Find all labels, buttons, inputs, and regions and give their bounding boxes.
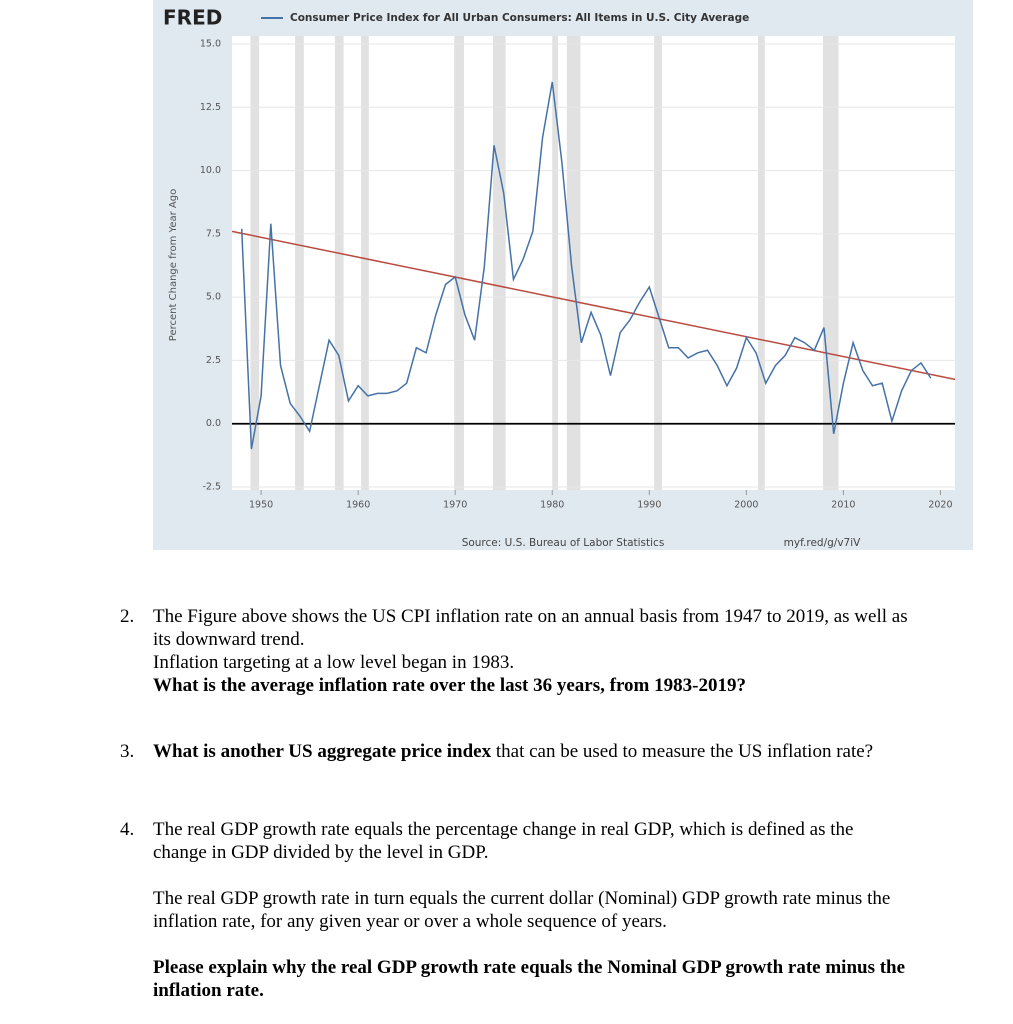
- y-tick-label: 7.5: [206, 228, 221, 239]
- legend-label: Consumer Price Index for All Urban Consu…: [290, 12, 749, 24]
- x-tick-label: 1990: [637, 500, 661, 511]
- text-run: What is another US aggregate price index: [153, 741, 492, 762]
- text-run: that can be used to measure the US infla…: [491, 741, 874, 762]
- recession-band: [757, 36, 765, 490]
- x-tick-label: 1970: [443, 500, 467, 511]
- recession-band: [295, 36, 304, 490]
- recession-band: [361, 36, 369, 490]
- item-number: 4.: [120, 819, 135, 840]
- text-run: Please explain why the real GDP growth r…: [153, 957, 906, 1001]
- paragraph: What is another US aggregate price index…: [153, 740, 910, 763]
- recession-band: [454, 36, 464, 490]
- y-tick-label: 5.0: [206, 292, 221, 303]
- trend-line: [231, 230, 956, 381]
- question-item: 2. The Figure above shows the US CPI infl…: [120, 605, 910, 697]
- chart: FRED Consumer Price Index for All Urban …: [153, 0, 973, 550]
- x-tick-label: 1980: [540, 500, 564, 511]
- text-run: Inflation targeting at a low level began…: [153, 652, 515, 673]
- x-tick-label: 1960: [346, 500, 370, 511]
- recession-band: [334, 36, 344, 490]
- question-item: 4. The real GDP growth rate equals the pe…: [120, 818, 910, 1002]
- text-run: The real GDP growth rate equals the perc…: [153, 819, 854, 863]
- x-tick-label: 1950: [249, 500, 273, 511]
- question-item: 3. What is another US aggregate price ind…: [120, 740, 910, 763]
- x-tick-label: 2000: [734, 500, 758, 511]
- recession-band: [493, 36, 506, 490]
- y-tick-label: 10.0: [200, 165, 221, 176]
- logo: FRED: [163, 6, 222, 30]
- paragraph: Inflation targeting at a low level began…: [153, 651, 910, 674]
- y-tick-label: 15.0: [200, 39, 221, 50]
- text-run: The Figure above shows the US CPI inflat…: [153, 606, 908, 650]
- x-tick-label: 2020: [928, 500, 952, 511]
- series-line: [240, 81, 932, 450]
- link: myf.red/g/v7iV: [784, 537, 861, 549]
- y-tick-label: 2.5: [206, 355, 221, 366]
- x-tick-label: 2010: [831, 500, 855, 511]
- recession-band: [250, 36, 260, 490]
- text-run: What is the average inflation rate over …: [153, 675, 746, 696]
- y-tick-label: 12.5: [200, 102, 221, 113]
- y-tick-label: 0.0: [206, 418, 221, 429]
- paragraph: The real GDP growth rate in turn equals …: [153, 887, 910, 933]
- source: Source: U.S. Bureau of Labor Statistics: [462, 537, 665, 549]
- recession-band: [552, 36, 559, 490]
- paragraph: Please explain why the real GDP growth r…: [153, 956, 910, 1002]
- y-tick-label: -2.5: [202, 482, 221, 493]
- recession-band: [566, 36, 581, 490]
- recession-band: [654, 36, 662, 490]
- paragraph: What is the average inflation rate over …: [153, 674, 910, 697]
- paragraph: The Figure above shows the US CPI inflat…: [153, 605, 910, 651]
- recession-band: [823, 36, 839, 490]
- text-run: The real GDP growth rate in turn equals …: [153, 888, 891, 932]
- item-number: 3.: [120, 741, 135, 762]
- y-axis-label: Percent Change from Year Ago: [168, 189, 179, 341]
- paragraph: The real GDP growth rate equals the perc…: [153, 818, 910, 864]
- item-number: 2.: [120, 606, 135, 627]
